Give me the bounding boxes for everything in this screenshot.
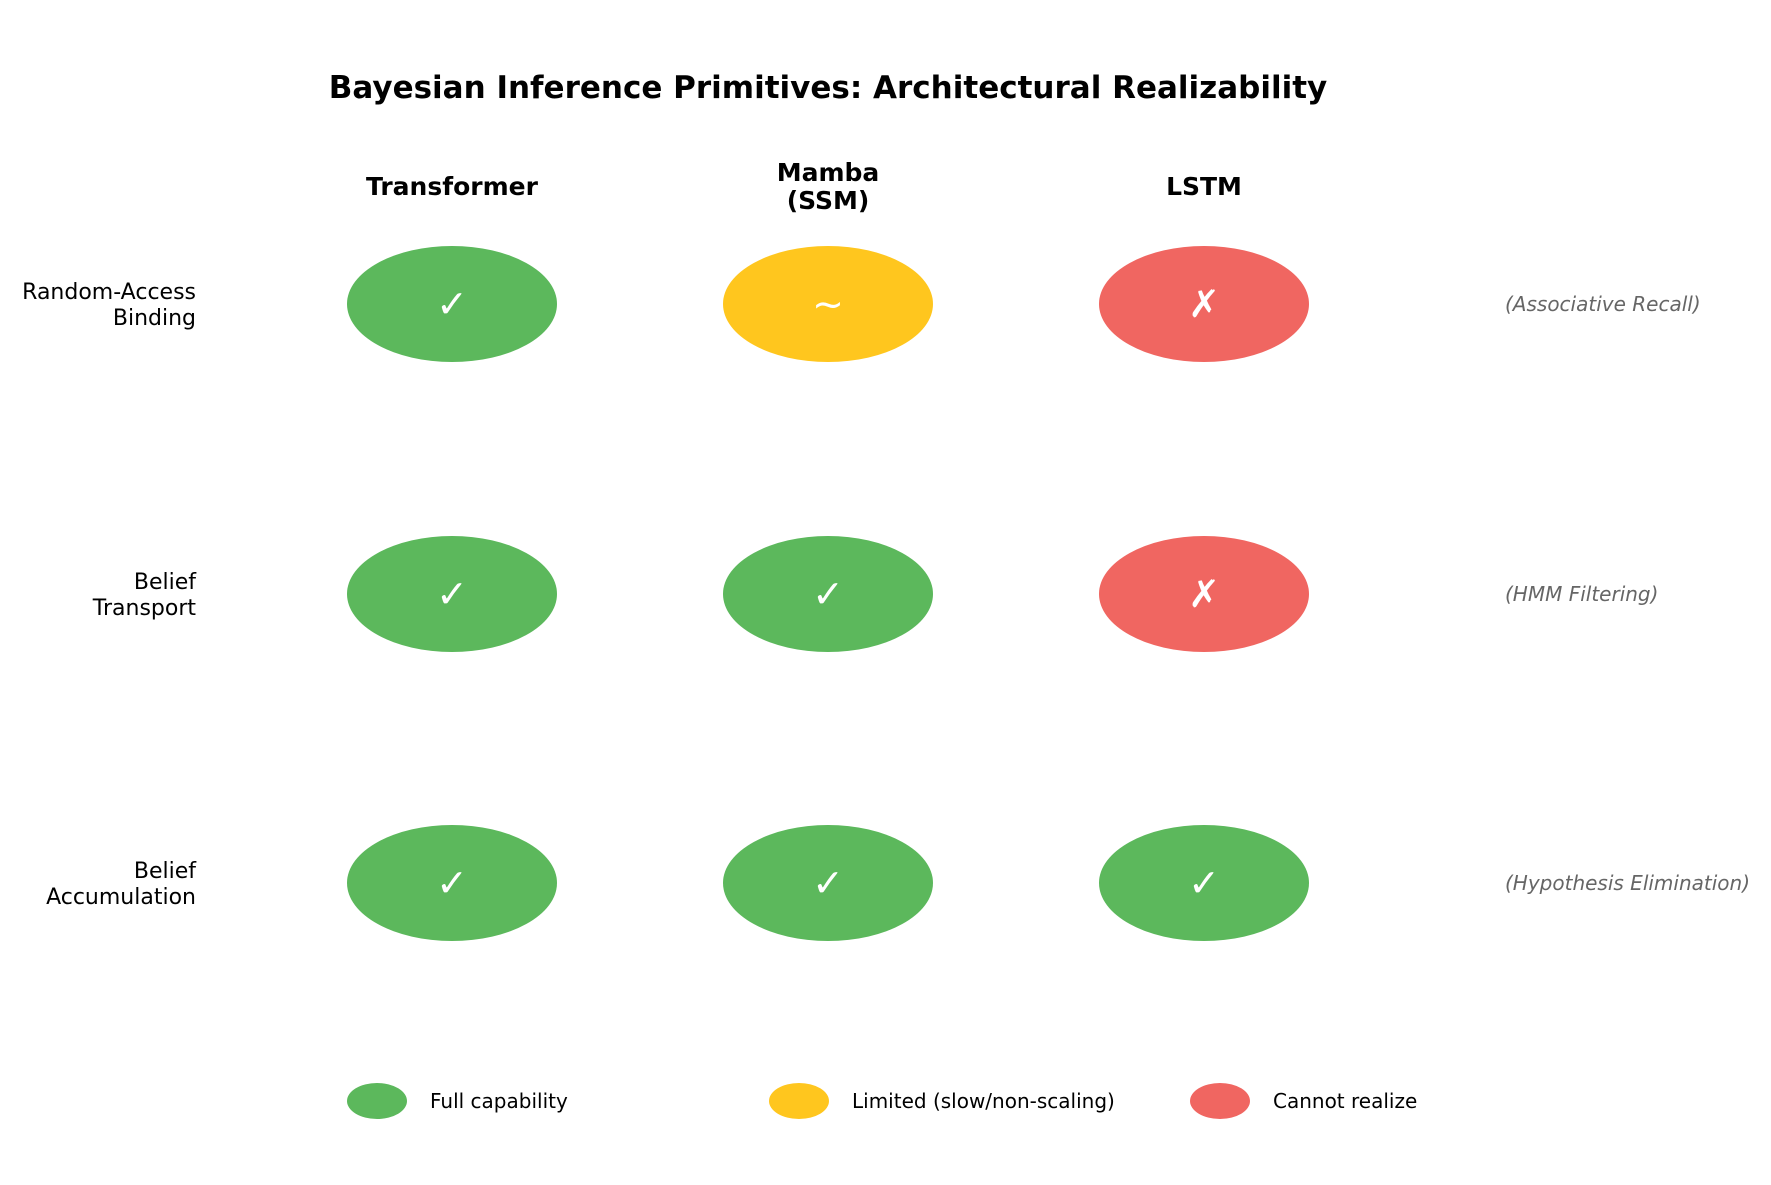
column-header-0: Transformer [366,172,539,201]
row-note-1: (HMM Filtering) [1505,582,1658,606]
status-none-ellipse [1099,536,1309,652]
cell-r1-c1: ✓ [723,536,933,652]
text-line: LSTM [1166,172,1242,201]
legend-swatch-none [1190,1083,1250,1119]
text-line: Accumulation [46,885,196,910]
status-full-ellipse [347,246,557,362]
text-line: (SSM) [787,186,870,215]
legend-label: Full capability [430,1089,568,1113]
status-none-ellipse [1099,246,1309,362]
check-icon: ✓ [436,861,468,905]
text-line: Mamba [777,158,880,187]
cell-r2-c1: ✓ [723,825,933,941]
figure-title: Bayesian Inference Primitives: Architect… [329,70,1327,106]
text-line: Random-Access [22,280,196,305]
cell-r1-c2: ✗ [1099,536,1309,652]
cell-r0-c0: ✓ [347,246,557,362]
text-line: Transformer [366,172,539,201]
status-full-ellipse [1099,825,1309,941]
legend-item-none: Cannot realize [1190,1083,1417,1119]
text-line: Belief [134,859,197,884]
cross-icon: ✗ [1188,572,1220,616]
row-note-2: (Hypothesis Elimination) [1505,871,1750,895]
row-label-2: Belief Accumulation [46,859,197,910]
text-line: Binding [113,306,196,331]
legend-swatch-limited [769,1083,829,1119]
cell-r0-c2: ✗ [1099,246,1309,362]
row-note-0: (Associative Recall) [1505,292,1701,316]
status-limited-ellipse [723,246,933,362]
column-header-1: Mamba (SSM) [777,158,880,215]
cell-r2-c2: ✓ [1099,825,1309,941]
check-icon: ✓ [1188,861,1220,905]
legend: Full capability Limited (slow/non-scaling… [347,1083,1417,1119]
text-line: Belief [134,570,197,595]
tilde-icon: ~ [812,282,844,326]
capability-cells: ✓ ~ ✗ ✓ ✓ ✗ ✓ ✓ ✓ [347,246,1309,941]
legend-label: Cannot realize [1273,1089,1417,1113]
text-line: Transport [92,596,197,621]
cross-icon: ✗ [1188,282,1220,326]
legend-item-full: Full capability [347,1083,568,1119]
legend-label: Limited (slow/non-scaling) [852,1089,1115,1113]
legend-swatch-full [347,1083,407,1119]
status-full-ellipse [723,825,933,941]
status-full-ellipse [347,536,557,652]
row-notes: (Associative Recall) (HMM Filtering) (Hypo… [1505,292,1750,895]
status-full-ellipse [723,536,933,652]
check-icon: ✓ [812,572,844,616]
check-icon: ✓ [812,861,844,905]
cell-r2-c0: ✓ [347,825,557,941]
column-header-2: LSTM [1166,172,1242,201]
check-icon: ✓ [436,572,468,616]
row-label-1: Belief Transport [92,570,197,621]
row-label-0: Random-Access Binding [22,280,196,331]
legend-item-limited: Limited (slow/non-scaling) [769,1083,1115,1119]
cell-r1-c0: ✓ [347,536,557,652]
cell-r0-c1: ~ [723,246,933,362]
column-headers: Transformer Mamba (SSM) LSTM [366,158,1242,215]
check-icon: ✓ [436,282,468,326]
status-full-ellipse [347,825,557,941]
